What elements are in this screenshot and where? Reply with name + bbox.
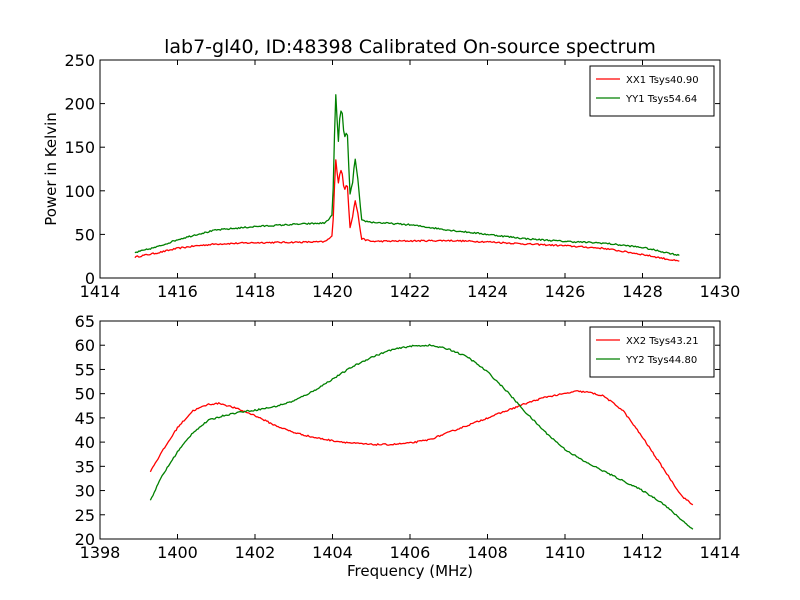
y-tick-label: 20 — [75, 530, 95, 549]
x-tick-label: 1428 — [622, 282, 663, 301]
x-tick-label: 1404 — [312, 543, 353, 562]
x-tick-label: 1414 — [80, 282, 121, 301]
y-tick-label: 50 — [75, 385, 95, 404]
series-line-1-1 — [149, 343, 694, 530]
x-tick-label: 1430 — [700, 282, 741, 301]
x-tick-label: 1418 — [235, 282, 276, 301]
x-tick-label: 1402 — [235, 543, 276, 562]
y-tick-label: 60 — [75, 336, 95, 355]
y-tick-label: 150 — [64, 138, 95, 157]
y-tick-label: 40 — [75, 433, 95, 452]
x-tick-label: 1422 — [390, 282, 431, 301]
x-tick-label: 1420 — [312, 282, 353, 301]
legend: XX1 Tsys40.90 YY1 Tsys54.64 — [589, 65, 715, 117]
y-tick-label: 100 — [64, 182, 95, 201]
bottom-panel: 1398 1400 1402 1404 1406 1408 1410 1412 1414 20 25… — [75, 312, 741, 580]
x-tick-label: 1406 — [390, 543, 431, 562]
x-tick-label: 1400 — [157, 543, 198, 562]
y-tick-label: 30 — [75, 482, 95, 501]
series-line-0-0 — [134, 159, 680, 262]
series-line-0-1 — [134, 94, 680, 257]
y-axis-label: Power in Kelvin — [42, 112, 60, 226]
x-tick-label: 1398 — [80, 543, 121, 562]
y-tick-label: 55 — [75, 360, 95, 379]
x-tick-label: 1426 — [545, 282, 586, 301]
x-tick-label: 1410 — [545, 543, 586, 562]
y-tick-label: 250 — [64, 51, 95, 70]
legend-box — [589, 326, 715, 378]
x-tick-label: 1412 — [622, 543, 663, 562]
series-line-1-0 — [149, 390, 694, 506]
legend-label: YY2 Tsys44.80 — [625, 355, 697, 366]
x-axis-label: Frequency (MHz) — [347, 562, 473, 580]
x-tick-label: 1424 — [467, 282, 508, 301]
y-tick-label: 50 — [75, 225, 95, 244]
y-tick-label: 25 — [75, 506, 95, 525]
y-tick-label: 0 — [85, 269, 95, 288]
x-tick-label: 1416 — [157, 282, 198, 301]
legend-box — [589, 65, 715, 117]
legend-label: XX1 Tsys40.90 — [626, 75, 699, 86]
figure-title: lab7-gl40, ID:48398 Calibrated On-source… — [164, 36, 656, 58]
legend: XX2 Tsys43.21 YY2 Tsys44.80 — [589, 326, 715, 378]
top-panel: 1414 1416 1418 1420 1422 1424 1426 1428 1430 0 50 1… — [42, 51, 740, 301]
legend-label: XX2 Tsys43.21 — [626, 336, 699, 347]
y-tick-label: 35 — [75, 457, 95, 476]
legend-label: YY1 Tsys54.64 — [625, 94, 697, 105]
x-tick-label: 1408 — [467, 543, 508, 562]
x-tick-label: 1414 — [700, 543, 741, 562]
y-tick-label: 200 — [64, 95, 95, 114]
y-tick-label: 65 — [75, 312, 95, 331]
y-tick-label: 45 — [75, 409, 95, 428]
